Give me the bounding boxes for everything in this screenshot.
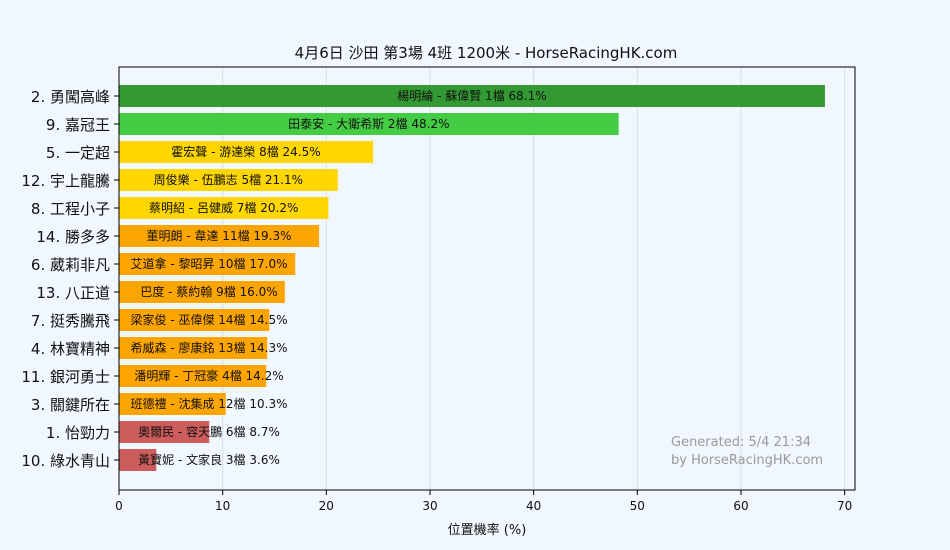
y-axis: 2. 勇闖高峰 9. 嘉冠王 5. 一定超 12. 宇上龍騰 8. 工程小子 14. 勝多… (21, 88, 119, 470)
bar (119, 421, 210, 443)
y-tick-label: 7. 挺秀騰飛 (31, 312, 110, 330)
y-tick-label: 10. 綠水青山 (21, 452, 110, 470)
x-tick-label: 30 (422, 499, 437, 513)
bar-data-label: 周俊樂 - 伍鵬志 5檔 21.1% (154, 172, 303, 187)
y-tick-label: 12. 宇上龍騰 (21, 172, 110, 190)
bar-data-label: 黃寶妮 - 文家良 3檔 3.6% (138, 452, 280, 467)
bar (119, 253, 296, 275)
y-tick-label: 6. 葳莉非凡 (31, 256, 110, 274)
x-tick-label: 60 (733, 499, 748, 513)
bar-data-label: 霍宏聲 - 游達榮 8檔 24.5% (171, 144, 320, 159)
bar (119, 449, 157, 471)
x-tick-label: 10 (215, 499, 230, 513)
bar-data-label: 田泰安 - 大衛希斯 2檔 48.2% (288, 116, 449, 131)
y-tick-label: 4. 林寶精神 (31, 340, 110, 358)
bar (119, 281, 285, 303)
bars (119, 85, 825, 471)
bar (119, 85, 825, 107)
watermark-site: by HorseRacingHK.com (671, 453, 823, 468)
watermark-generated: Generated: 5/4 21:34 (671, 435, 811, 450)
bar-data-label: 潘明輝 - 丁冠豪 4檔 14.2% (134, 368, 283, 383)
bar (119, 169, 338, 191)
bar-labels: 楊明綸 - 蘇偉賢 1檔 68.1% 田泰安 - 大衛希斯 2檔 48.2% 霍宏聲… (131, 88, 547, 467)
y-tick-label: 3. 關鍵所在 (31, 396, 110, 414)
bar-data-label: 蔡明紹 - 呂健威 7檔 20.2% (149, 201, 298, 215)
bar (119, 393, 226, 415)
bar (119, 365, 267, 387)
bar-data-label: 艾道拿 - 黎昭昇 10檔 17.0% (131, 256, 288, 271)
y-tick-label: 5. 一定超 (46, 144, 110, 162)
x-tick-label: 40 (526, 499, 541, 513)
bar (119, 197, 329, 219)
chart-title: 4月6日 沙田 第3場 4班 1200米 - HorseRacingHK.com (295, 44, 678, 62)
y-tick-label: 11. 銀河勇士 (21, 368, 110, 386)
bar-data-label: 楊明綸 - 蘇偉賢 1檔 68.1% (397, 88, 546, 103)
x-tick-label: 20 (319, 499, 334, 513)
x-axis-title: 位置機率 (%) (448, 522, 527, 538)
x-tick-label: 70 (837, 499, 852, 513)
bar (119, 225, 320, 247)
bar-data-label: 董明朗 - 韋達 11檔 19.3% (147, 229, 292, 243)
plot-frame (118, 66, 856, 491)
bar (119, 337, 268, 359)
bar (119, 309, 270, 331)
x-tick-label: 50 (630, 499, 645, 513)
y-tick-label: 9. 嘉冠王 (46, 116, 110, 134)
bar-data-label: 巴度 - 蔡約翰 9檔 16.0% (140, 284, 277, 299)
bar-data-label: 希威森 - 廖康銘 13檔 14.3% (131, 340, 288, 355)
y-tick-label: 8. 工程小子 (31, 200, 110, 218)
bar (119, 141, 373, 163)
bar-data-label: 奧爾民 - 容天鵬 6檔 8.7% (138, 424, 280, 439)
y-tick-label: 14. 勝多多 (36, 228, 110, 246)
y-tick-label: 1. 怡勁力 (46, 424, 110, 442)
bar-data-label: 班德禮 - 沈集成 12檔 10.3% (131, 396, 288, 411)
y-tick-label: 2. 勇闖高峰 (31, 88, 110, 106)
y-tick-label: 13. 八正道 (36, 284, 110, 302)
bar-data-label: 梁家俊 - 巫偉傑 14檔 14.5% (131, 312, 288, 327)
x-axis: 0 10 20 30 40 50 60 70 (115, 490, 852, 513)
x-tick-label: 0 (115, 499, 123, 513)
bar (119, 113, 619, 135)
